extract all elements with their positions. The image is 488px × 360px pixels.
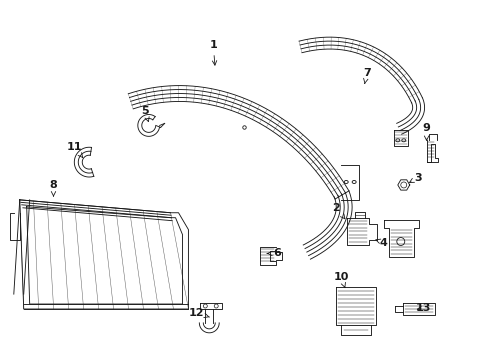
Text: 9: 9: [422, 123, 429, 140]
Text: 2: 2: [332, 203, 344, 219]
Text: 1: 1: [209, 40, 217, 65]
Text: 6: 6: [266, 248, 280, 258]
Text: 13: 13: [415, 303, 430, 313]
Text: 4: 4: [375, 238, 387, 248]
Text: 8: 8: [49, 180, 57, 196]
Text: 11: 11: [66, 142, 82, 158]
Text: 12: 12: [188, 308, 209, 318]
Text: 10: 10: [333, 272, 348, 288]
Text: 5: 5: [141, 105, 149, 122]
Text: 3: 3: [408, 173, 421, 183]
Text: 7: 7: [363, 68, 370, 84]
